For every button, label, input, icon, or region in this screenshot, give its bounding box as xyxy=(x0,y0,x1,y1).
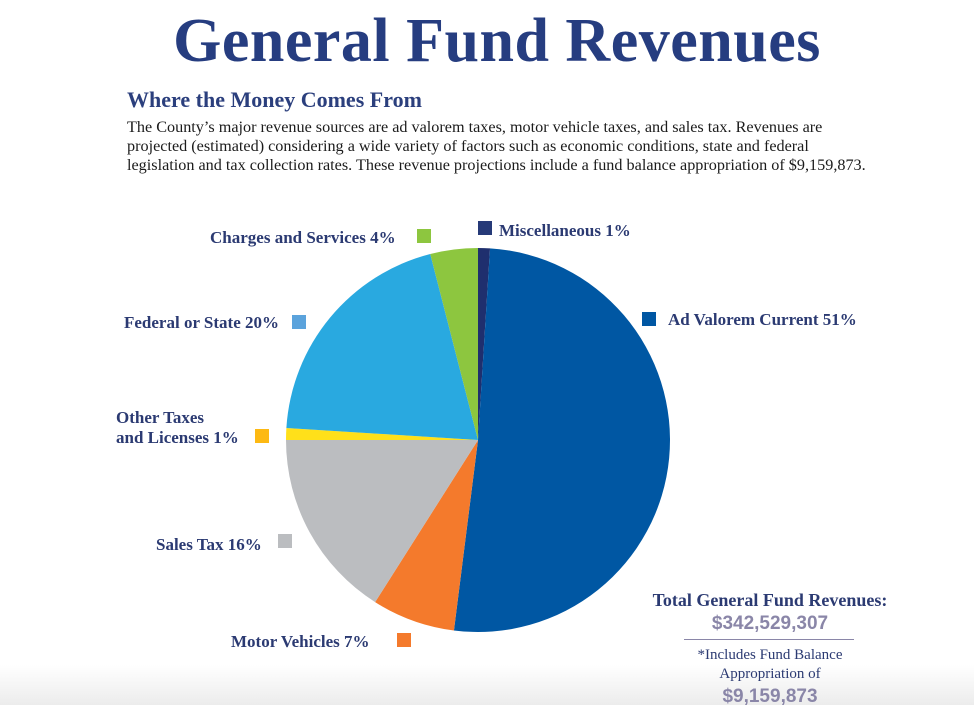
pie-slice-ad-valorem-current xyxy=(453,248,670,632)
pie-slice-charges-and-services xyxy=(430,248,478,440)
label-motor-vehicles: Motor Vehicles 7% xyxy=(231,632,370,651)
total-label: Total General Fund Revenues: xyxy=(652,590,888,610)
note-line1: *Includes Fund Balance xyxy=(697,647,843,663)
total-amount: $342,529,307 xyxy=(711,613,829,634)
legend-swatch-sales-tax xyxy=(278,534,292,548)
label-miscellaneous: Miscellaneous 1% xyxy=(499,221,631,240)
description-paragraph: The County’s major revenue sources are a… xyxy=(127,118,866,174)
pie-slice-federal-or-state xyxy=(286,254,478,440)
note-amount: $9,159,873 xyxy=(722,686,818,707)
label-other-taxes-line2: and Licenses 1% xyxy=(116,428,239,447)
label-other-taxes: Other Taxes and Licenses 1% xyxy=(116,408,239,448)
legend-swatch-miscellaneous xyxy=(478,221,492,235)
pie-slice-other-taxes-and-licenses xyxy=(286,427,478,440)
legend-swatch-motor-vehicles xyxy=(397,633,411,647)
note-line2: Appropriation of xyxy=(719,666,821,682)
label-other-taxes-line1: Other Taxes xyxy=(116,408,205,427)
legend-swatch-federal-state xyxy=(292,315,306,329)
label-federal-state: Federal or State 20% xyxy=(124,313,280,332)
label-ad-valorem: Ad Valorem Current 51% xyxy=(668,310,857,329)
total-revenues-box: Total General Fund Revenues: $342,529,30… xyxy=(640,590,900,708)
divider xyxy=(684,639,854,640)
legend-swatch-other-taxes xyxy=(255,429,269,443)
legend-swatch-ad-valorem xyxy=(642,312,656,326)
page-title: General Fund Revenues xyxy=(173,7,821,75)
pie-slice-motor-vehicles xyxy=(375,440,478,631)
pie-slice-sales-tax xyxy=(286,440,478,603)
page-bottom-shade xyxy=(0,665,974,705)
label-sales-tax: Sales Tax 16% xyxy=(156,535,262,554)
label-charges-services: Charges and Services 4% xyxy=(210,228,396,247)
section-subtitle: Where the Money Comes From xyxy=(127,87,422,112)
pie-slice-miscellaneous xyxy=(478,248,491,440)
legend-swatch-charges-services xyxy=(417,229,431,243)
